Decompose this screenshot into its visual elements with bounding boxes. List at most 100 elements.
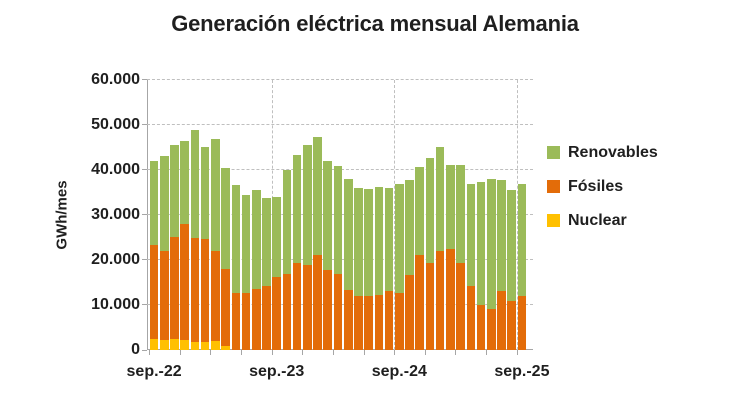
x-tick-label: sep.-24 xyxy=(371,363,427,380)
y-tick-label: 50.000 xyxy=(91,116,140,133)
x-axis-tick xyxy=(486,350,488,355)
fósiles-segment xyxy=(415,255,425,350)
renovables-segment xyxy=(180,140,190,225)
gridline-v-year xyxy=(271,80,273,350)
renovables-segment xyxy=(221,168,230,270)
bar-jun-24 xyxy=(364,188,373,350)
fósiles-segment xyxy=(405,274,414,350)
renovables-segment xyxy=(251,189,261,290)
bar-abr-23 xyxy=(221,168,230,350)
legend-item-renovables: Renovables xyxy=(547,144,658,161)
fósiles-segment xyxy=(272,276,281,350)
nuclear-segment xyxy=(211,340,220,350)
legend-swatch-icon xyxy=(547,180,560,193)
fósiles-segment xyxy=(282,273,292,350)
renovables-segment xyxy=(384,188,394,292)
renovables-segment xyxy=(476,181,486,305)
fósiles-segment xyxy=(476,305,486,350)
x-tick-label: sep.-25 xyxy=(494,363,550,380)
bar-ago-23 xyxy=(262,198,271,350)
x-axis-tick xyxy=(271,350,273,355)
bar-ene-24 xyxy=(313,136,322,350)
renovables-segment xyxy=(507,189,516,301)
legend-swatch-icon xyxy=(547,146,560,159)
plot-area xyxy=(142,79,533,355)
bar-oct-24 xyxy=(405,179,414,350)
bar-dic-24 xyxy=(425,158,435,350)
renovables-segment xyxy=(415,166,425,256)
bar-jul-24 xyxy=(374,186,384,350)
x-axis-tick xyxy=(332,350,334,355)
fósiles-segment xyxy=(507,300,516,350)
renovables-segment xyxy=(456,165,465,263)
renovables-segment xyxy=(170,144,179,237)
renovables-segment xyxy=(405,179,414,275)
renovables-segment xyxy=(282,170,292,274)
y-tick-label: 30.000 xyxy=(91,206,140,223)
bar-jun-23 xyxy=(241,195,251,350)
gridline-h xyxy=(147,124,533,125)
renovables-segment xyxy=(374,186,384,296)
bar-abr-25 xyxy=(466,183,476,350)
bar-sep-23 xyxy=(272,197,281,350)
renovables-segment xyxy=(190,129,200,239)
renovables-segment xyxy=(149,160,159,246)
renovables-segment xyxy=(466,183,476,287)
renovables-segment xyxy=(343,178,353,291)
y-tick-label: 0 xyxy=(131,341,140,358)
y-tick-label: 20.000 xyxy=(91,251,140,268)
renovables-segment xyxy=(303,145,312,265)
y-axis-tick xyxy=(142,259,147,260)
y-axis-tick xyxy=(142,124,147,125)
fósiles-segment xyxy=(160,251,169,341)
bar-sep-24 xyxy=(395,183,404,350)
fósiles-segment xyxy=(262,286,271,350)
fósiles-segment xyxy=(231,292,241,350)
bar-jun-25 xyxy=(486,178,496,350)
y-axis-tick xyxy=(142,350,147,351)
nuclear-segment xyxy=(149,339,159,350)
x-tick-label: sep.-23 xyxy=(249,363,305,380)
gridline-h xyxy=(147,79,533,80)
fósiles-segment xyxy=(354,296,363,350)
bar-feb-25 xyxy=(446,165,455,350)
bar-ene-23 xyxy=(190,129,200,350)
y-tick-label: 10.000 xyxy=(91,296,140,313)
fósiles-segment xyxy=(303,264,312,350)
renovables-segment xyxy=(160,156,169,252)
legend-swatch-icon xyxy=(547,214,560,227)
legend-label: Renovables xyxy=(568,144,658,161)
bar-nov-24 xyxy=(415,166,425,350)
renovables-segment xyxy=(241,195,251,294)
fósiles-segment xyxy=(211,250,220,341)
bar-oct-22 xyxy=(160,156,169,350)
bar-dic-22 xyxy=(180,140,190,350)
fósiles-segment xyxy=(149,245,159,340)
y-axis-tick xyxy=(142,169,147,170)
nuclear-segment xyxy=(160,340,169,350)
fósiles-segment xyxy=(221,269,230,346)
fósiles-segment xyxy=(466,286,476,350)
gridline-v-year xyxy=(516,80,518,350)
x-axis-tick xyxy=(240,350,242,355)
x-axis-tick xyxy=(210,350,212,355)
fósiles-segment xyxy=(190,238,200,342)
x-axis-tick xyxy=(302,350,304,355)
legend-label: Nuclear xyxy=(568,212,627,229)
bar-dic-23 xyxy=(303,145,312,350)
x-axis-tick xyxy=(179,350,181,355)
fósiles-segment xyxy=(497,290,506,350)
bar-jul-25 xyxy=(497,179,506,350)
fósiles-segment xyxy=(200,239,210,342)
renovables-segment xyxy=(262,198,271,287)
bar-ene-25 xyxy=(435,146,445,350)
fósiles-segment xyxy=(333,273,343,350)
fósiles-segment xyxy=(343,290,353,350)
fósiles-segment xyxy=(384,291,394,350)
y-tick-label: 60.000 xyxy=(91,71,140,88)
bar-nov-23 xyxy=(292,154,302,350)
bar-mar-24 xyxy=(333,166,343,350)
bar-ago-25 xyxy=(507,189,516,350)
fósiles-segment xyxy=(364,296,373,350)
renovables-segment xyxy=(486,178,496,309)
